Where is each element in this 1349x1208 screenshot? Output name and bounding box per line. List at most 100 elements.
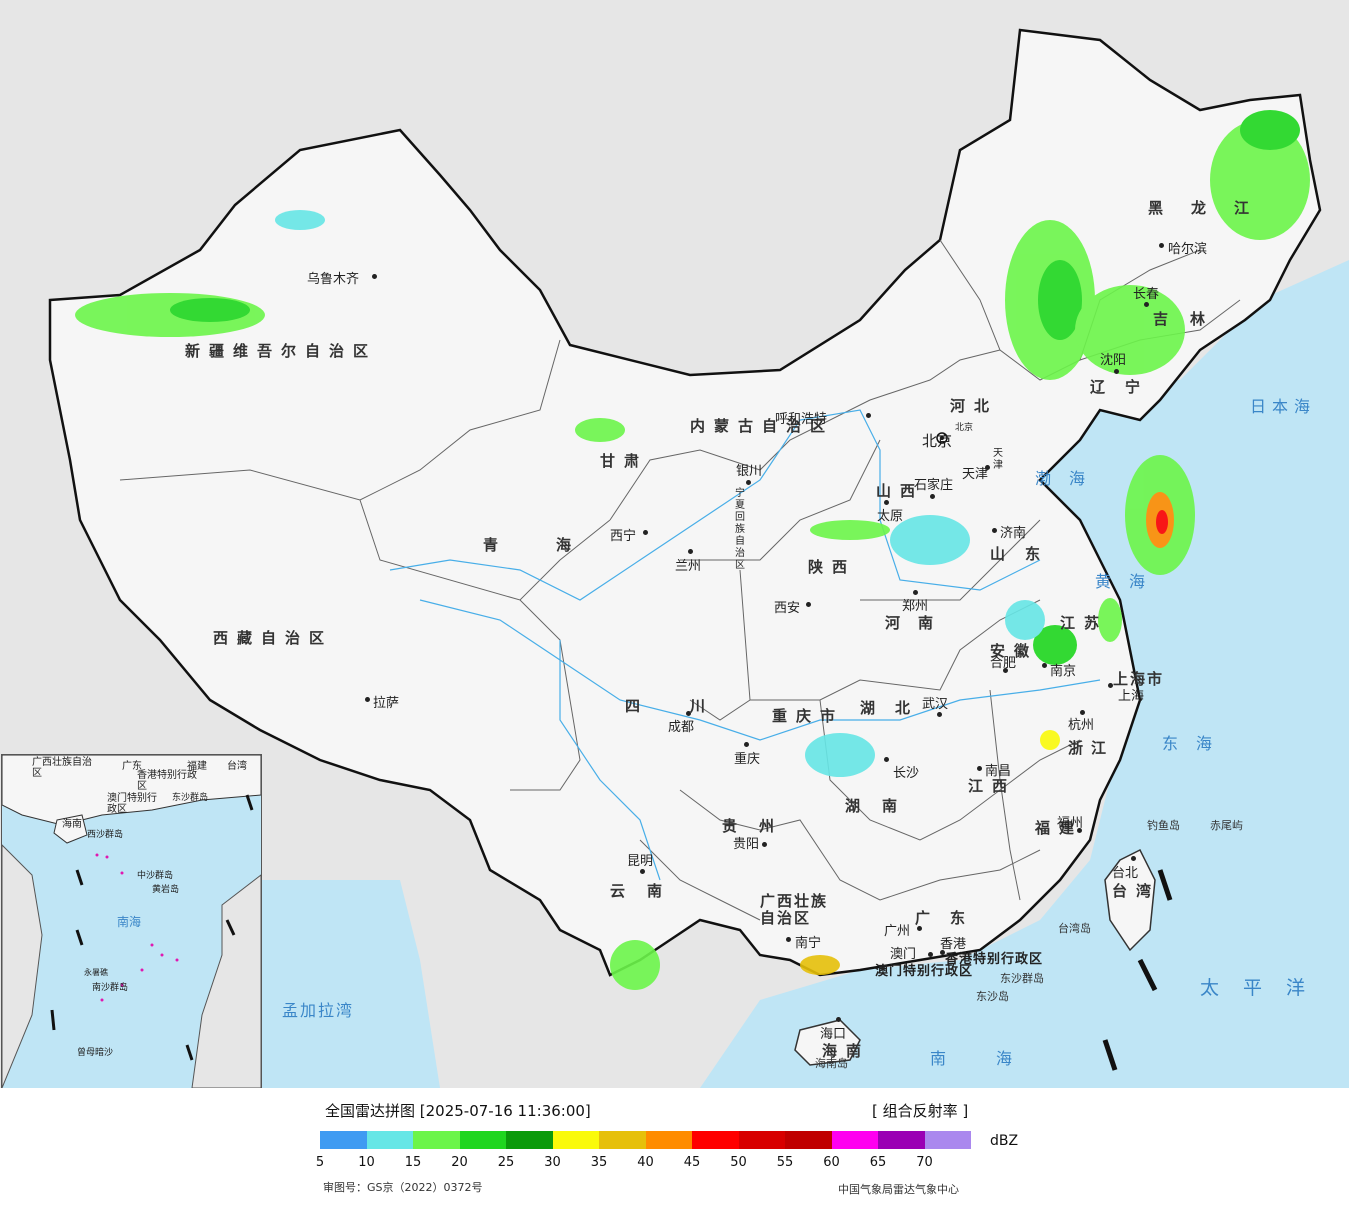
city-aomen: 澳门 bbox=[890, 947, 917, 962]
city-wulumuqi: 乌鲁木齐 bbox=[307, 272, 360, 287]
color-scale-bar bbox=[320, 1131, 971, 1149]
inset-dongsha: 东沙群岛 bbox=[172, 793, 209, 803]
scale-tick-label: 50 bbox=[730, 1155, 747, 1170]
city-guangzhou: 广州 bbox=[884, 924, 911, 939]
color-swatch bbox=[366, 1131, 413, 1149]
color-swatch bbox=[413, 1131, 460, 1149]
label-xizang: 西藏自治区 bbox=[213, 629, 334, 647]
agency-name: 中国气象局雷达气象中心 bbox=[838, 1183, 959, 1196]
label-anhui: 安徽 bbox=[990, 642, 1039, 660]
legend-panel: 全国雷达拼图 [2025-07-16 11:36:00] [ 组合反射率 ] 5… bbox=[0, 1088, 1349, 1208]
label-shandong: 山东 bbox=[990, 545, 1061, 563]
sea-bohai: 渤海 bbox=[1035, 469, 1104, 488]
inset-hongkong: 香港特别行政区 bbox=[137, 770, 197, 792]
color-swatch bbox=[831, 1131, 878, 1149]
label-hongkong-sar: 香港特别行政区 bbox=[945, 952, 1044, 967]
color-swatch bbox=[878, 1131, 925, 1149]
label-qinghai: 青海 bbox=[483, 536, 630, 554]
city-jinan: 济南 bbox=[1000, 526, 1027, 541]
label-hebei: 河北 bbox=[950, 397, 999, 415]
sea-donghai: 东海 bbox=[1162, 734, 1231, 753]
city-hangzhou: 杭州 bbox=[1068, 718, 1095, 733]
scale-tick-label: 20 bbox=[451, 1155, 468, 1170]
inset-macau: 澳门特别行政区 bbox=[107, 793, 157, 815]
legend-product: [ 组合反射率 ] bbox=[872, 1102, 969, 1120]
legend-unit: dBZ bbox=[990, 1133, 1019, 1149]
island-hainandao: 海南岛 bbox=[815, 1057, 848, 1070]
label-fujian: 福建 bbox=[1035, 819, 1084, 837]
label-ningxia: 宁夏回族自治区 bbox=[735, 488, 745, 571]
scale-tick-label: 5 bbox=[315, 1155, 325, 1170]
label-yunnan: 云南 bbox=[610, 882, 685, 900]
city-kunming: 昆明 bbox=[627, 854, 654, 869]
color-swatch bbox=[506, 1131, 553, 1149]
label-macau-sar: 澳门特别行政区 bbox=[875, 964, 974, 979]
sea-mengjialawan: 孟加拉湾 bbox=[282, 1001, 355, 1020]
sea-taipingyang: 太平洋 bbox=[1200, 977, 1330, 999]
inset-hainan: 海南 bbox=[62, 819, 82, 830]
scale-tick-label: 55 bbox=[776, 1155, 794, 1170]
scale-tick-label: 10 bbox=[358, 1155, 375, 1170]
city-huhehaote: 呼和浩特 bbox=[775, 412, 828, 427]
color-swatch bbox=[599, 1131, 646, 1149]
city-nanchang: 南昌 bbox=[985, 764, 1012, 779]
scale-tick-label: 45 bbox=[683, 1155, 701, 1170]
city-nanning: 南宁 bbox=[795, 936, 822, 951]
label-taiwan: 台湾 bbox=[1112, 882, 1161, 900]
label-sichuan: 四川 bbox=[625, 697, 756, 715]
scale-tick-label: 60 bbox=[823, 1155, 840, 1170]
inset-taiwan: 台湾 bbox=[227, 761, 247, 772]
city-haerbin: 哈尔滨 bbox=[1168, 242, 1208, 257]
city-chengdu: 成都 bbox=[668, 720, 695, 735]
city-taiyuan: 太原 bbox=[877, 509, 904, 524]
color-swatch bbox=[320, 1131, 367, 1149]
city-chongqing: 重庆 bbox=[734, 752, 761, 767]
label-henan: 河南 bbox=[885, 614, 952, 632]
inset-fujian: 福建 bbox=[187, 761, 207, 772]
city-guiyang: 贵阳 bbox=[733, 837, 760, 852]
inset-guangxi: 广西壮族自治区 bbox=[32, 757, 92, 779]
south-china-sea-inset: 广西壮族自治区 广东 福建 台湾 香港特别行政区 澳门特别行政区 东沙群岛 海南… bbox=[1, 754, 262, 1089]
city-yinchuan: 银川 bbox=[736, 464, 763, 479]
city-lasa: 拉萨 bbox=[373, 696, 400, 711]
city-tianjin: 天津 bbox=[962, 467, 989, 482]
city-changchun: 长春 bbox=[1133, 287, 1160, 302]
scale-tick-label: 35 bbox=[590, 1155, 608, 1170]
inset-nanhai: 南海 bbox=[117, 915, 142, 929]
label-jilin: 吉林 bbox=[1153, 310, 1228, 328]
scale-tick-label: 70 bbox=[916, 1155, 933, 1170]
city-lanzhou: 兰州 bbox=[675, 559, 702, 574]
city-xianggang: 香港 bbox=[940, 937, 967, 952]
city-shenyang: 沈阳 bbox=[1100, 353, 1127, 368]
island-taiwandao: 台湾岛 bbox=[1058, 922, 1091, 935]
city-haikou: 海口 bbox=[820, 1027, 847, 1042]
island-diaoyudao: 钓鱼岛 bbox=[1147, 819, 1180, 832]
city-shanghai: 上海 bbox=[1118, 689, 1145, 704]
color-swatch bbox=[785, 1131, 832, 1149]
color-swatch bbox=[738, 1131, 785, 1149]
label-liaoning: 辽宁 bbox=[1090, 378, 1161, 396]
label-heilongjiang: 黑龙江 bbox=[1148, 199, 1278, 217]
island-dongshaqundao: 东沙群岛 bbox=[1000, 972, 1044, 985]
city-beijing: 北京 bbox=[922, 432, 953, 450]
label-jiangsu: 江苏 bbox=[1060, 614, 1109, 632]
inset-zhongsha: 中沙群岛 bbox=[137, 871, 174, 881]
color-swatch bbox=[924, 1131, 971, 1149]
label-xinjiang: 新疆维吾尔自治区 bbox=[185, 342, 378, 360]
sea-ribenhai: 日本海 bbox=[1250, 397, 1317, 416]
radar-echoes bbox=[75, 110, 1310, 990]
review-number: 审图号：GS京（2022）0372号 bbox=[323, 1181, 483, 1194]
label-tianjin-province: 天津 bbox=[993, 448, 1003, 471]
city-hefei: 合肥 bbox=[990, 656, 1017, 671]
city-zhengzhou: 郑州 bbox=[902, 599, 929, 614]
scale-tick-label: 65 bbox=[869, 1155, 887, 1170]
label-gansu: 甘肃 bbox=[600, 452, 649, 470]
city-shijiazhuang: 石家庄 bbox=[914, 478, 954, 493]
inset-xisha: 西沙群岛 bbox=[87, 830, 124, 840]
label-shanghaishi: 上海市 bbox=[1113, 670, 1165, 688]
city-fuzhou: 福州 bbox=[1057, 816, 1084, 831]
color-swatch bbox=[645, 1131, 692, 1149]
city-xining: 西宁 bbox=[610, 529, 637, 544]
city-wuhan: 武汉 bbox=[922, 697, 949, 712]
label-beijing-province: 北京 bbox=[955, 423, 974, 433]
